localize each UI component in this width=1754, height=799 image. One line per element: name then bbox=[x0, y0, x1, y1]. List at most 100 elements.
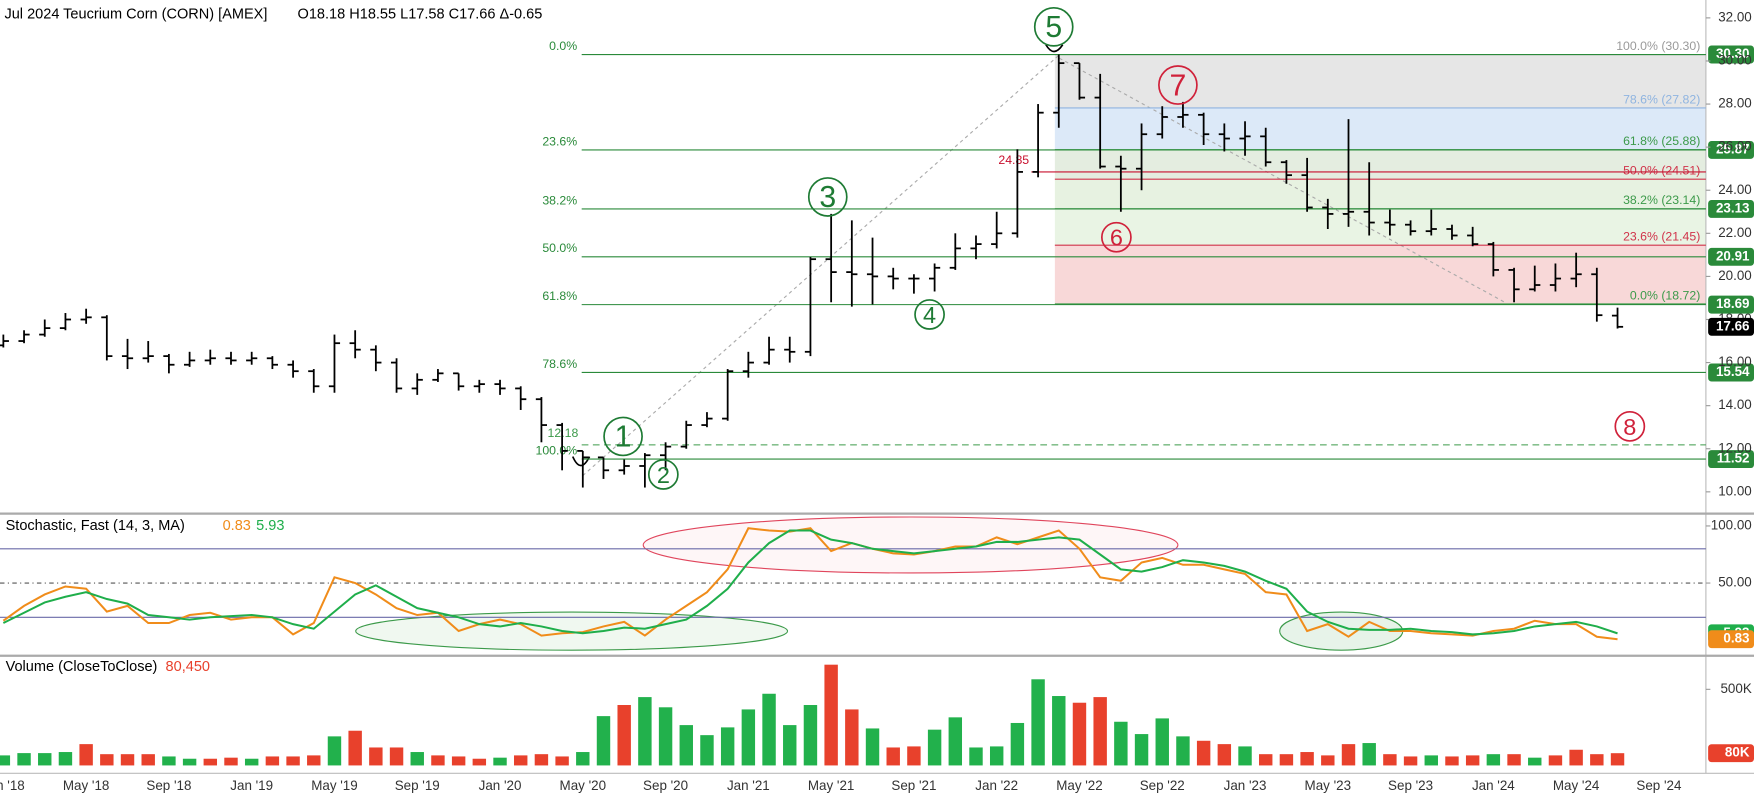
volume-bar bbox=[886, 747, 900, 766]
volume-bar bbox=[120, 754, 135, 766]
ohlc-readout: O18.18 H18.55 L17.58 C17.66 Δ-0.65 bbox=[298, 6, 543, 22]
pivot-arc bbox=[1045, 44, 1064, 53]
volume-bar bbox=[1341, 744, 1356, 766]
volume-bar bbox=[989, 746, 1004, 766]
y-tick-label: 12.00 bbox=[1718, 440, 1752, 455]
volume-bar bbox=[555, 756, 569, 766]
retracement-label: 0.0% (18.72) bbox=[1630, 288, 1700, 302]
annotation-circle bbox=[914, 299, 945, 330]
fib-level-label: 23.6% bbox=[542, 134, 577, 148]
x-tick-label: Jan '21 bbox=[727, 778, 770, 793]
volume-bar bbox=[0, 755, 11, 766]
volume-bar bbox=[1093, 697, 1107, 766]
last-value-box bbox=[1708, 630, 1754, 649]
y-tick-label: 50.00 bbox=[1718, 575, 1752, 590]
fib-level-box bbox=[1708, 295, 1754, 314]
last-value-box-label: 0.83 bbox=[1723, 631, 1749, 646]
last-volume-box bbox=[1708, 744, 1754, 763]
annotation-circle bbox=[1158, 65, 1198, 105]
volume-bar bbox=[700, 735, 714, 766]
annotation-circle bbox=[807, 177, 848, 217]
volume-bar bbox=[1155, 718, 1169, 766]
legend-value: 0.83 bbox=[223, 518, 251, 534]
volume-bar bbox=[58, 752, 73, 766]
fib-level-box bbox=[1708, 200, 1754, 218]
legend-value: 5.93 bbox=[256, 518, 284, 534]
volume-bar bbox=[224, 757, 238, 766]
x-tick-label: Sep '18 bbox=[146, 778, 191, 793]
volume-bar bbox=[1114, 721, 1128, 766]
x-tick-label: May '19 bbox=[311, 778, 358, 793]
annotation-label: 8 bbox=[1623, 414, 1636, 440]
volume-bar bbox=[1134, 734, 1149, 766]
retracement-zone bbox=[1054, 208, 1706, 246]
x-tick-label: May '18 bbox=[63, 778, 110, 793]
x-tick-label: May '24 bbox=[1553, 778, 1600, 793]
volume-bar bbox=[617, 705, 631, 766]
volume-bar bbox=[451, 756, 466, 766]
fib-level-box bbox=[1708, 140, 1754, 159]
fib-level-box bbox=[1708, 363, 1754, 382]
y-tick-label: 26.00 bbox=[1718, 139, 1752, 154]
fib-level-box-label: 11.52 bbox=[1717, 451, 1750, 466]
volume-bar bbox=[1321, 755, 1335, 766]
x-tick-label: Sep '23 bbox=[1388, 778, 1433, 793]
volume-bar bbox=[431, 755, 445, 766]
annotation-label: 6 bbox=[1110, 225, 1123, 251]
volume-bar bbox=[948, 717, 963, 766]
retracement-label: 38.2% (23.14) bbox=[1623, 193, 1700, 207]
volume-bar bbox=[1507, 754, 1521, 766]
volume-bar bbox=[1465, 755, 1480, 766]
volume-bar bbox=[720, 727, 735, 766]
volume-bar bbox=[389, 747, 404, 766]
fib-level-box bbox=[1708, 450, 1754, 469]
volume-bar bbox=[514, 755, 528, 766]
volume-bar bbox=[327, 736, 342, 766]
annotation-label: 7 bbox=[1170, 69, 1187, 102]
volume-bar bbox=[1031, 679, 1045, 766]
volume-bar bbox=[824, 664, 838, 766]
volume-bar bbox=[162, 756, 176, 766]
annotation-circle bbox=[603, 416, 643, 457]
marked-level-label: 24.85 bbox=[998, 153, 1029, 167]
volume-bar bbox=[741, 709, 756, 766]
retracement-zone bbox=[1054, 149, 1706, 180]
fib-level-label: 78.6% bbox=[542, 357, 577, 371]
x-tick-label: May '21 bbox=[808, 778, 855, 793]
volume-bar bbox=[244, 758, 259, 766]
last-price-box bbox=[1708, 317, 1754, 336]
volume-bar bbox=[1279, 754, 1294, 766]
fib-level-box-label: 15.54 bbox=[1716, 364, 1750, 379]
last-volume-box-label: 80K bbox=[1725, 745, 1750, 760]
volume-bar bbox=[17, 753, 31, 766]
volume-bar bbox=[596, 716, 611, 766]
volume-bar bbox=[369, 747, 383, 766]
volume-bar bbox=[1072, 702, 1087, 766]
volume-bar bbox=[534, 754, 549, 766]
retracement-label: 61.8% (25.88) bbox=[1623, 134, 1700, 148]
volume-bar bbox=[493, 757, 507, 766]
y-tick-label: 30.00 bbox=[1718, 53, 1752, 68]
x-tick-label: Jan '19 bbox=[230, 778, 273, 793]
annotation-label: 1 bbox=[615, 421, 632, 454]
fib-level-box bbox=[1708, 45, 1754, 64]
volume-bar bbox=[1424, 755, 1438, 766]
x-tick-label: Jan '18 bbox=[0, 778, 25, 793]
x-tick-label: May '23 bbox=[1305, 778, 1352, 793]
volume-bar bbox=[1403, 756, 1418, 766]
volume-bar bbox=[1569, 749, 1583, 766]
y-tick-label: 100.00 bbox=[1711, 517, 1752, 532]
volume-bar bbox=[1528, 757, 1542, 766]
chart-title: Jul 2024 Teucrium Corn (CORN) [AMEX] bbox=[4, 6, 267, 22]
fib-level-box bbox=[1708, 247, 1754, 266]
x-tick-label: Sep '22 bbox=[1140, 778, 1185, 793]
volume-bar bbox=[1486, 754, 1501, 766]
volume-bar bbox=[1010, 722, 1025, 766]
x-tick-label: Sep '21 bbox=[891, 778, 936, 793]
stochastic-line bbox=[2, 529, 1618, 636]
fib-level-label: 0.0% bbox=[549, 39, 577, 53]
x-tick-label: Jan '24 bbox=[1472, 778, 1515, 793]
y-tick-label: 32.00 bbox=[1718, 9, 1752, 24]
annotation-label: 2 bbox=[657, 462, 670, 488]
volume-bar bbox=[1238, 746, 1252, 766]
